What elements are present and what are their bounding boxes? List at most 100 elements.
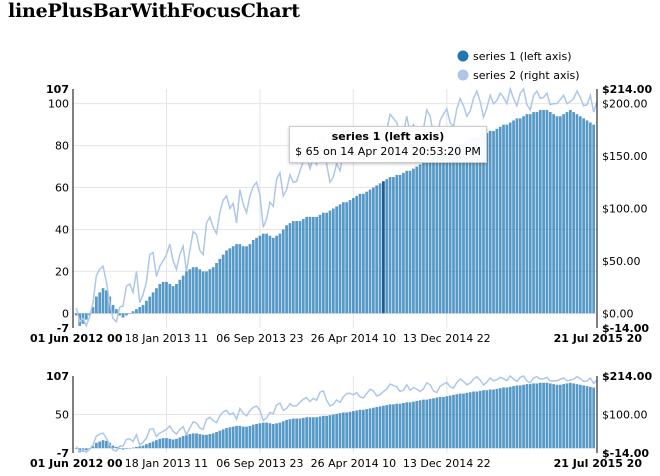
focus-xtick: 06 Sep 2013 23 — [216, 457, 303, 470]
main-bar-49 — [238, 244, 242, 314]
main-bar-86 — [362, 193, 365, 314]
focus-bar-91 — [378, 406, 382, 449]
main-bar-111 — [445, 151, 449, 314]
main-bar-36 — [195, 267, 198, 314]
main-bar-152 — [582, 118, 586, 314]
focus-bar-95 — [392, 404, 395, 449]
focus-bar-82 — [348, 411, 352, 449]
main-bar-9 — [105, 290, 108, 314]
focus-bar-55 — [258, 423, 262, 449]
focus-bar-22 — [148, 442, 152, 449]
focus-line — [75, 374, 598, 454]
legend: series 1 (left axis) series 2 (right axis… — [457, 50, 580, 82]
main-bar-128 — [502, 124, 505, 314]
main-bar-50 — [241, 246, 245, 314]
main-bar-114 — [455, 145, 459, 314]
focus-bar-45 — [225, 428, 228, 449]
main-bar-135 — [525, 114, 529, 314]
focus-bar-69 — [305, 417, 308, 449]
focus-bar-11 — [111, 445, 115, 449]
focus-bar-62 — [281, 421, 285, 449]
main-bar-26 — [161, 281, 165, 314]
focus-bar-9 — [105, 440, 108, 449]
main-bar-153 — [585, 120, 589, 314]
main-bar-132 — [515, 118, 519, 314]
main-axes: 0 20 40 60 80 100 107 -7 $0.00 $50.00 $100.00 $150.… — [30, 83, 652, 345]
legend-label-1: series 1 (left axis) — [473, 50, 572, 63]
main-bar-82 — [348, 200, 352, 314]
focus-bar-103 — [418, 400, 422, 449]
main-ytick-left-min: -7 — [57, 322, 69, 335]
tooltip: series 1 (left axis) $ 65 on 14 Apr 2014… — [289, 126, 487, 163]
main-bar-14 — [121, 313, 125, 318]
focus-xtick-edge: 01 Jun 2012 00 — [30, 457, 123, 470]
focus-xtick-edge: 21 Jul 2015 20 — [554, 457, 643, 470]
focus-bar-147 — [565, 383, 569, 449]
main-bar-22 — [148, 296, 152, 314]
main-bar-127 — [498, 126, 502, 314]
main-bar-73 — [318, 214, 322, 314]
focus-bar-104 — [422, 399, 425, 449]
main-bar-142 — [548, 112, 552, 314]
main-bar-5 — [91, 307, 95, 314]
main-bar-62 — [281, 229, 285, 314]
main-bar-136 — [528, 114, 532, 314]
focus-bar-148 — [568, 382, 572, 449]
main-bar-84 — [355, 195, 359, 314]
focus-chart[interactable]: 50 107 -7 $100.00 $214.00 $-14.00 01 Jun 2012 … — [30, 370, 652, 470]
focus-bar-146 — [562, 384, 565, 449]
main-bar-154 — [588, 122, 592, 314]
focus-bar-67 — [298, 418, 302, 449]
focus-ytick-left-max: 107 — [46, 370, 69, 383]
focus-bar-26 — [161, 438, 165, 449]
focus-bar-5 — [91, 446, 95, 449]
main-bar-104 — [422, 162, 425, 314]
focus-bar-54 — [255, 423, 258, 449]
main-bar-79 — [338, 204, 342, 314]
main-bar-29 — [171, 286, 175, 314]
main-bar-18 — [135, 309, 138, 314]
main-bar-48 — [235, 244, 238, 314]
focus-bar-135 — [525, 384, 529, 449]
focus-bars — [74, 382, 596, 453]
focus-bar-53 — [251, 424, 255, 449]
main-bar-34 — [188, 269, 192, 314]
focus-bar-57 — [265, 422, 268, 449]
focus-bar-126 — [495, 388, 499, 449]
focus-bar-51 — [245, 426, 248, 449]
main-ytick-right: $0.00 — [602, 307, 634, 320]
main-bar-24 — [155, 288, 158, 314]
focus-bar-24 — [155, 440, 158, 449]
main-bar-77 — [331, 208, 335, 314]
main-bar-150 — [575, 114, 579, 314]
focus-bar-60 — [275, 423, 278, 449]
focus-bar-38 — [201, 434, 205, 449]
main-bar-8 — [101, 288, 105, 314]
focus-bar-115 — [458, 393, 462, 449]
focus-bar-41 — [211, 433, 215, 449]
main-bar-145 — [558, 116, 562, 314]
main-bar-105 — [425, 162, 429, 314]
main-bar-12 — [115, 309, 118, 314]
main-ytick-right-max: $214.00 — [602, 83, 652, 96]
focus-xtick: 26 Apr 2014 10 — [311, 457, 397, 470]
main-bar-33 — [185, 271, 188, 314]
main-ytick-left: 0 — [62, 307, 69, 320]
focus-bar-70 — [308, 417, 312, 449]
focus-bar-92 — [382, 405, 385, 449]
focus-bar-129 — [505, 387, 509, 449]
main-bar-15 — [125, 313, 128, 316]
focus-bar-155 — [592, 387, 596, 449]
main-grid — [73, 89, 597, 328]
focus-bar-110 — [442, 396, 445, 449]
main-bar-100 — [408, 170, 412, 314]
main-xtick-edge: 01 Jun 2012 00 — [30, 332, 123, 345]
focus-bar-17 — [131, 447, 135, 449]
focus-bar-56 — [261, 422, 265, 449]
main-bar-93 — [385, 179, 389, 314]
main-bar-66 — [295, 221, 298, 314]
main-bar-53 — [251, 239, 255, 314]
main-ytick-right: $200.00 — [602, 98, 648, 111]
focus-bar-112 — [448, 395, 452, 449]
main-bar-7 — [98, 292, 102, 314]
